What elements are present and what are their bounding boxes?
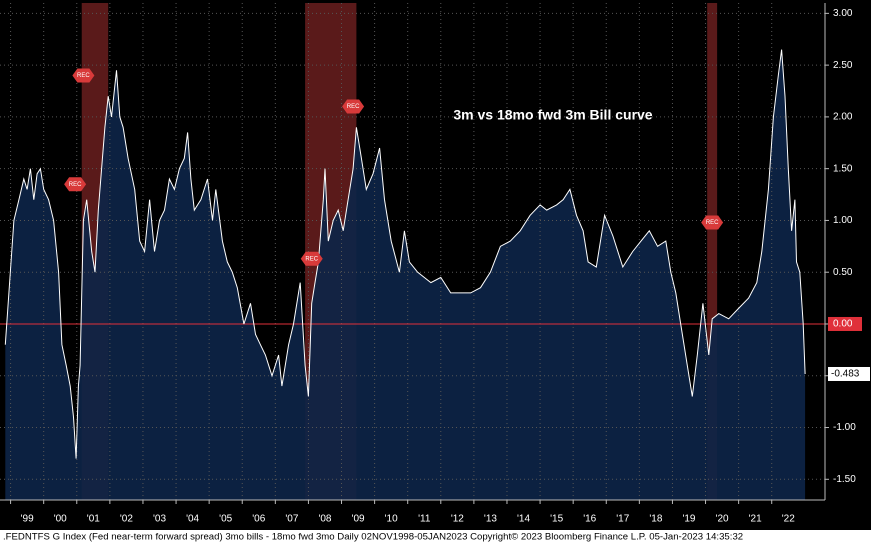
chart-title: 3m vs 18mo fwd 3m Bill curve [453, 107, 652, 123]
line [4, 49, 806, 459]
rec-label: REC [69, 182, 82, 188]
y-tick-label: 2.50 [833, 60, 853, 71]
rec-marker [342, 99, 365, 114]
x-tick-label: '16 [583, 514, 596, 525]
footer: .FEDNTFS G Index (Fed near-term forward … [3, 532, 743, 543]
x-tick-label: '18 [649, 514, 662, 525]
x-tick-label: '09 [352, 514, 365, 525]
y-tick-label: 3.00 [833, 8, 853, 19]
recession-band [707, 3, 718, 500]
x-tick-label: '19 [682, 514, 695, 525]
x-tick-label: '17 [616, 514, 629, 525]
x-tick-label: '11 [418, 514, 431, 525]
y-tick-label: 0.00 [833, 319, 853, 330]
rec-label: REC [77, 73, 90, 79]
y-tick-label: -1.50 [833, 474, 856, 485]
footer-background [0, 530, 871, 544]
rec-label: REC [706, 220, 719, 226]
x-tick-label: '06 [252, 514, 265, 525]
rec-marker [701, 215, 724, 230]
rec-marker [72, 68, 95, 83]
x-tick-label: '20 [716, 514, 729, 525]
x-tick-label: '15 [550, 514, 563, 525]
rec-label: REC [305, 256, 318, 262]
x-tick-label: '07 [285, 514, 298, 525]
x-tick-label: '02 [120, 514, 133, 525]
y-tick-label: 2.00 [833, 112, 853, 123]
x-tick-label: '12 [451, 514, 464, 525]
x-tick-label: '03 [153, 514, 166, 525]
x-tick-label: '04 [186, 514, 199, 525]
x-tick-label: '13 [484, 514, 497, 525]
x-tick-label: '22 [782, 514, 795, 525]
x-tick-label: '08 [318, 514, 331, 525]
rec-marker [64, 177, 87, 192]
x-tick-label: '05 [219, 514, 232, 525]
last-value-box [828, 366, 870, 381]
x-tick-label: '10 [385, 514, 398, 525]
y-tick-label: 0.50 [833, 267, 853, 278]
rec-label: REC [347, 104, 360, 110]
rec-marker [300, 251, 323, 266]
y-tick-label: 1.50 [833, 163, 853, 174]
last-value-label: -0.483 [831, 369, 860, 380]
zero-label-box [828, 316, 862, 331]
y-tick-label: -1.00 [833, 422, 856, 433]
x-tick-label: '99 [21, 514, 34, 525]
x-tick-label: '01 [87, 514, 100, 525]
x-tick-label: '21 [749, 514, 762, 525]
y-tick-label: 1.00 [833, 215, 853, 226]
area [5, 49, 806, 500]
x-tick-label: '00 [54, 514, 67, 525]
x-tick-label: '14 [517, 514, 530, 525]
